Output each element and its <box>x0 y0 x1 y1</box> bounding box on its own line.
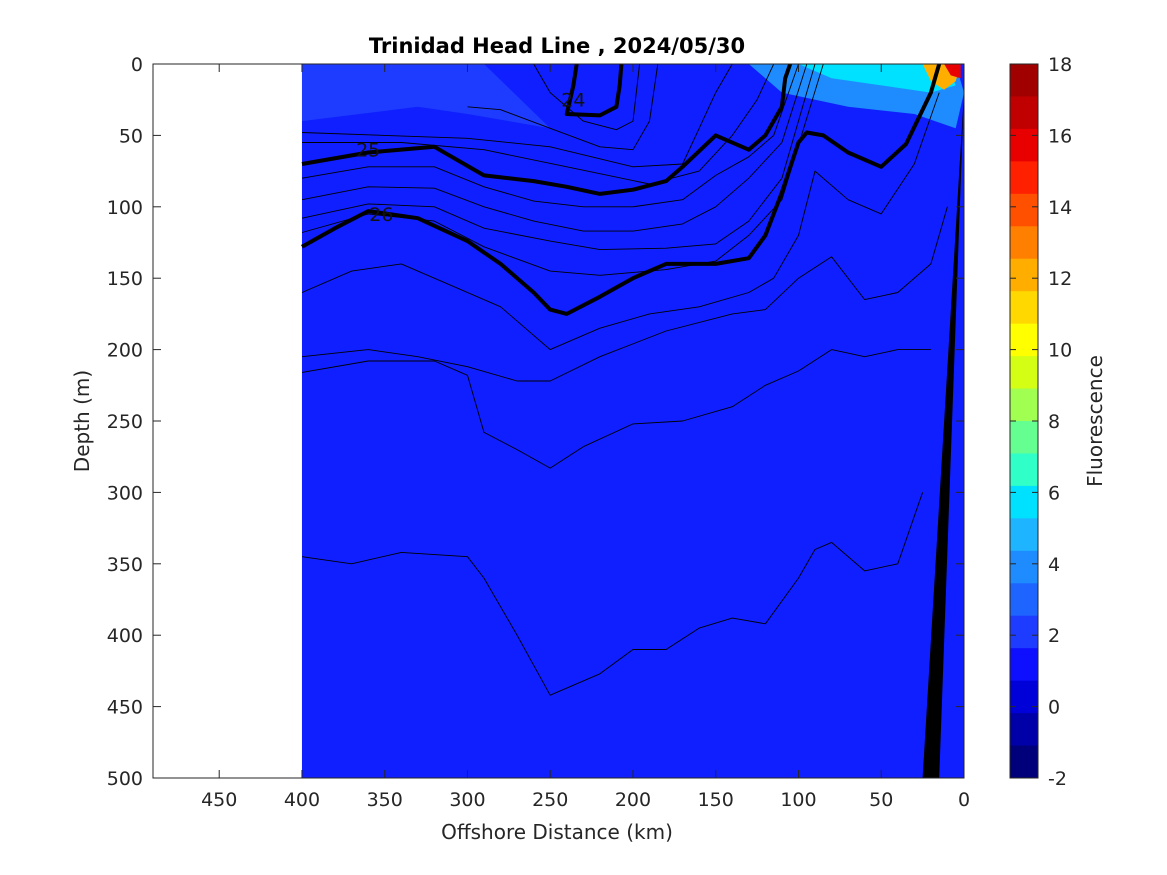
colorbar-segment <box>1010 356 1038 390</box>
colorbar-label: Fluorescence <box>1083 355 1107 487</box>
colorbar-tick-label: 10 <box>1048 340 1072 362</box>
colorbar-tick-label: 12 <box>1048 268 1072 290</box>
seafloor-bathymetry <box>922 92 964 778</box>
colorbar-segment <box>1010 583 1038 617</box>
density-contour-24-6 <box>301 64 733 168</box>
y-axis-label: Depth (m) <box>70 370 94 472</box>
colorbar-segment <box>1010 128 1038 162</box>
y-tick-label: 250 <box>107 411 143 433</box>
density-contour-24-4 <box>467 64 659 151</box>
density-contour-26-4 <box>301 206 948 382</box>
density-contour-25 <box>301 64 793 196</box>
colorbar-tick-label: 4 <box>1048 554 1060 576</box>
y-tick-label: 150 <box>107 268 143 290</box>
y-tick-label: 500 <box>107 768 143 790</box>
density-contour-25-4 <box>301 64 808 232</box>
x-tick-label: 250 <box>532 789 568 811</box>
y-tick-label: 0 <box>131 54 143 76</box>
y-tick-label: 350 <box>107 554 143 576</box>
x-tick-label: 150 <box>698 789 734 811</box>
colorbar-segment <box>1010 485 1038 519</box>
y-tick-label: 100 <box>107 197 143 219</box>
colorbar-segment <box>1010 421 1038 454</box>
contour-label-26: 26 <box>369 204 393 226</box>
y-tick-label: 200 <box>107 340 143 362</box>
colorbar-ticks: 18 16 14 12 10 8 6 4 2 0 -2 <box>1010 54 1072 790</box>
colorbar-segment <box>1010 615 1038 649</box>
chart-title: Trinidad Head Line , 2024/05/30 <box>369 34 745 58</box>
x-axis-label: Offshore Distance (km) <box>441 820 673 844</box>
fluorescence-field <box>301 64 964 778</box>
colorbar-tick-label: 6 <box>1048 482 1060 504</box>
colorbar-segment <box>1010 518 1038 552</box>
colorbar-segment <box>1010 648 1038 682</box>
fluorescence-patches <box>302 64 964 129</box>
colorbar-segment <box>1010 193 1038 227</box>
x-tick-label: 350 <box>367 789 403 811</box>
density-contour-24 <box>564 64 624 118</box>
y-tick-label: 450 <box>107 697 143 719</box>
density-contours <box>301 64 948 696</box>
colorbar-segment <box>1010 291 1038 325</box>
plot-area: 24 25 26 <box>301 64 964 778</box>
x-axis-ticks: 450 400 350 300 250 200 150 100 50 0 <box>201 64 970 811</box>
x-tick-label: 450 <box>201 789 237 811</box>
colorbar-segment <box>1010 713 1038 747</box>
patch-coastal-bloom-peak <box>944 64 961 79</box>
colorbar-segment <box>1010 680 1038 714</box>
colorbar-tick-label: 14 <box>1048 197 1072 219</box>
density-contour-25-6 <box>301 64 816 251</box>
colorbar-tick-label: 16 <box>1048 125 1072 147</box>
patch-coastal-bloom-mid <box>798 64 956 93</box>
colorbar-segment <box>1010 745 1038 779</box>
colorbar-segment <box>1010 453 1038 487</box>
density-contour-26 <box>301 64 942 316</box>
colorbar-tick-label: 18 <box>1048 54 1072 76</box>
y-tick-label: 50 <box>119 125 143 147</box>
colorbar-segment <box>1010 550 1038 584</box>
colorbar-segment <box>1010 388 1038 422</box>
contour-labels: 24 25 26 <box>356 90 585 226</box>
contour-label-25: 25 <box>356 140 380 162</box>
colorbar-tick-label: 2 <box>1048 625 1060 647</box>
density-contour-26-6 <box>301 349 931 469</box>
colorbar-segment <box>1010 258 1038 292</box>
y-tick-label: 400 <box>107 625 143 647</box>
y-axis-ticks: 0 50 100 150 200 250 300 350 400 450 500 <box>107 54 964 790</box>
x-tick-label: 400 <box>284 789 320 811</box>
x-tick-label: 100 <box>780 789 816 811</box>
colorbar-segment <box>1010 96 1038 130</box>
patch-near-surface-offshore <box>302 64 551 129</box>
x-tick-label: 0 <box>958 789 970 811</box>
contour-label-24: 24 <box>561 90 585 112</box>
colorbar-tick-label: -2 <box>1048 768 1067 790</box>
colorbar-segment <box>1010 161 1038 195</box>
density-contour-26-8 <box>301 492 924 696</box>
colorbar-tick-label: 0 <box>1048 697 1060 719</box>
density-contour-24-2 <box>533 64 641 131</box>
colorbar <box>1009 63 1039 779</box>
colorbar-tick-label: 8 <box>1048 411 1060 433</box>
colorbar-segment <box>1010 323 1038 357</box>
colorbar-segment <box>1010 226 1038 260</box>
density-contour-25-2 <box>301 64 799 208</box>
x-tick-label: 50 <box>869 789 893 811</box>
x-tick-label: 200 <box>615 789 651 811</box>
colorbar-segment <box>1010 64 1038 97</box>
y-tick-label: 300 <box>107 482 143 504</box>
density-contour-26-2 <box>301 92 940 351</box>
x-tick-label: 300 <box>449 789 485 811</box>
